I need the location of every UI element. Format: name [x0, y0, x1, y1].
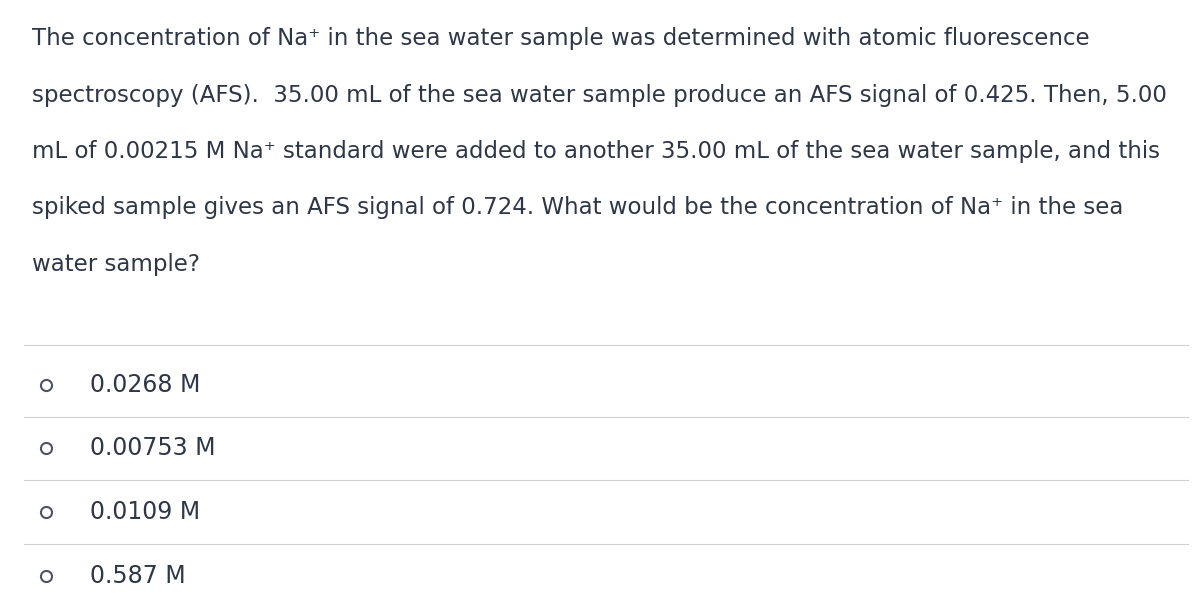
Text: spectroscopy (AFS).  35.00 mL of the sea water sample produce an AFS signal of 0: spectroscopy (AFS). 35.00 mL of the sea …	[32, 84, 1168, 107]
Text: spiked sample gives an AFS signal of 0.724. What would be the concentration of N: spiked sample gives an AFS signal of 0.7…	[32, 196, 1123, 219]
Text: mL of 0.00215 M Na⁺ standard were added to another 35.00 mL of the sea water sam: mL of 0.00215 M Na⁺ standard were added …	[32, 140, 1160, 163]
Text: water sample?: water sample?	[32, 253, 200, 276]
Text: 0.0268 M: 0.0268 M	[90, 373, 200, 397]
Text: The concentration of Na⁺ in the sea water sample was determined with atomic fluo: The concentration of Na⁺ in the sea wate…	[32, 27, 1090, 50]
Text: 0.0109 M: 0.0109 M	[90, 500, 200, 524]
Text: 0.587 M: 0.587 M	[90, 564, 186, 588]
Text: 0.00753 M: 0.00753 M	[90, 436, 216, 461]
